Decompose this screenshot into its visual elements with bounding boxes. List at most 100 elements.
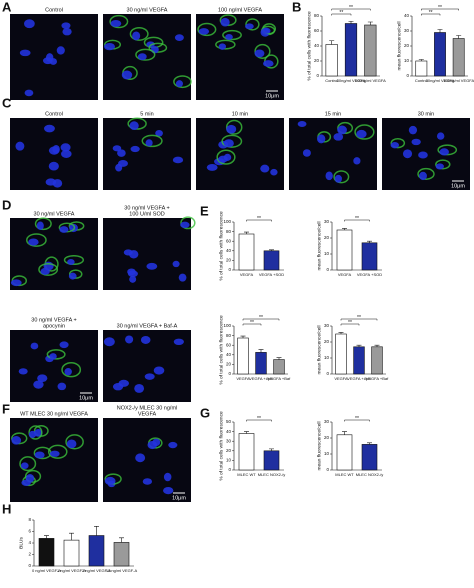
nucleus [172,260,180,268]
y-tick-label: 0 [326,267,329,272]
image-label: 30 min [418,111,435,117]
y-tick-label: 20 [226,258,232,263]
nucleus [66,439,77,449]
significance-bracket [344,219,370,222]
x-tick-label: 3 ng/ml VEGF-A [82,568,111,573]
nucleus [168,441,178,449]
x-tick-label: 0 ng/ml VEGF-A [32,568,61,573]
significance-bracket [340,323,360,326]
error-bar [119,537,124,543]
nucleus [174,34,184,42]
x-tick-label: 1 ng/ml VEGF-A [57,568,86,573]
y-axis-label: mean fluorescence/cell [396,21,402,70]
nucleus [337,125,347,135]
nucleus [132,31,141,41]
nucleus [175,80,183,88]
green-signal [47,444,68,459]
significance-label: ** [429,10,433,16]
nucleus [226,124,237,134]
bar [88,535,105,567]
nucleus [144,373,155,380]
significance-label: ** [438,5,442,11]
panel-letter: B [292,0,301,14]
nucleus [297,121,307,128]
green-signal [63,254,85,266]
green-signal [197,22,217,37]
nucleus [302,149,311,157]
x-tick-label: MLEC WT [237,472,256,477]
significance-label: ** [357,315,361,321]
green-signal [216,149,236,165]
green-signal [173,75,192,89]
nucleus [333,133,344,141]
y-tick-label: 0 [228,267,231,272]
image-label: 30 ng/ml VEGFA + Baf-A [117,323,178,329]
nucleus [411,138,421,146]
nucleus [129,275,137,283]
nucleus [178,273,187,282]
nucleus [103,337,115,347]
nucleus [112,383,124,391]
y-tick-label: 60 [226,238,232,243]
nucleus [33,380,44,389]
nucleus [223,139,234,148]
green-signal [28,425,43,440]
y-tick-label: 30 [324,419,330,424]
nucleus [419,171,427,181]
green-signal [19,456,37,472]
panel-letter: E [200,203,209,218]
image-label: VEGFA [138,411,157,417]
green-signal [333,170,350,184]
y-tick-label: 60 [314,28,320,33]
error-bar [69,532,74,541]
nucleus [69,223,78,233]
y-tick-label: 0 [28,563,31,568]
green-signal [221,134,243,148]
nucleus [356,129,367,139]
y-tick-label: 20 [324,435,330,440]
x-tick-label: VEGFA +Baf [268,376,291,381]
green-signal [222,29,242,41]
y-tick-label: 20 [324,339,330,344]
x-tick-label: VEGFA +SOD [259,272,284,277]
y-tick-label: 20 [226,362,232,367]
nucleus [37,374,48,383]
nucleus [59,341,69,349]
nucleus [163,472,172,482]
x-tick-label: VEGFA +Apo [249,376,273,381]
nucleus [172,156,184,164]
nucleus [15,141,25,151]
error-bar [342,431,347,435]
error-bar [329,40,335,45]
nucleus [325,171,333,181]
nucleus [142,478,153,485]
bar [263,250,280,271]
green-signal [215,39,236,50]
nucleus [150,46,159,54]
y-tick-label: 0 [316,73,319,78]
y-axis-label: mean fluorescence/cell [316,421,322,470]
nucleus [223,153,232,161]
nucleus [129,121,139,131]
y-tick-label: 6 [28,529,31,534]
y-tick-label: 80 [226,229,232,234]
nucleus [173,338,184,346]
nucleus [57,382,67,391]
y-tick-label: 20 [404,43,410,48]
y-tick-label: 100 [223,219,231,224]
error-bar [276,357,282,360]
y-tick-label: 30 [324,219,330,224]
bar [113,542,130,567]
x-tick-label: Control [325,78,338,83]
nucleus [316,134,326,144]
significance-label: ** [250,320,254,326]
image-label: NOX2-/y MLEC 30 ng/ml [117,405,178,411]
bar [237,337,249,375]
y-tick-label: 30 [324,323,330,328]
x-tick-label: Control [415,78,428,83]
green-signal [148,42,168,53]
nucleus [25,474,35,483]
nucleus [129,250,139,259]
error-bar [367,21,373,25]
